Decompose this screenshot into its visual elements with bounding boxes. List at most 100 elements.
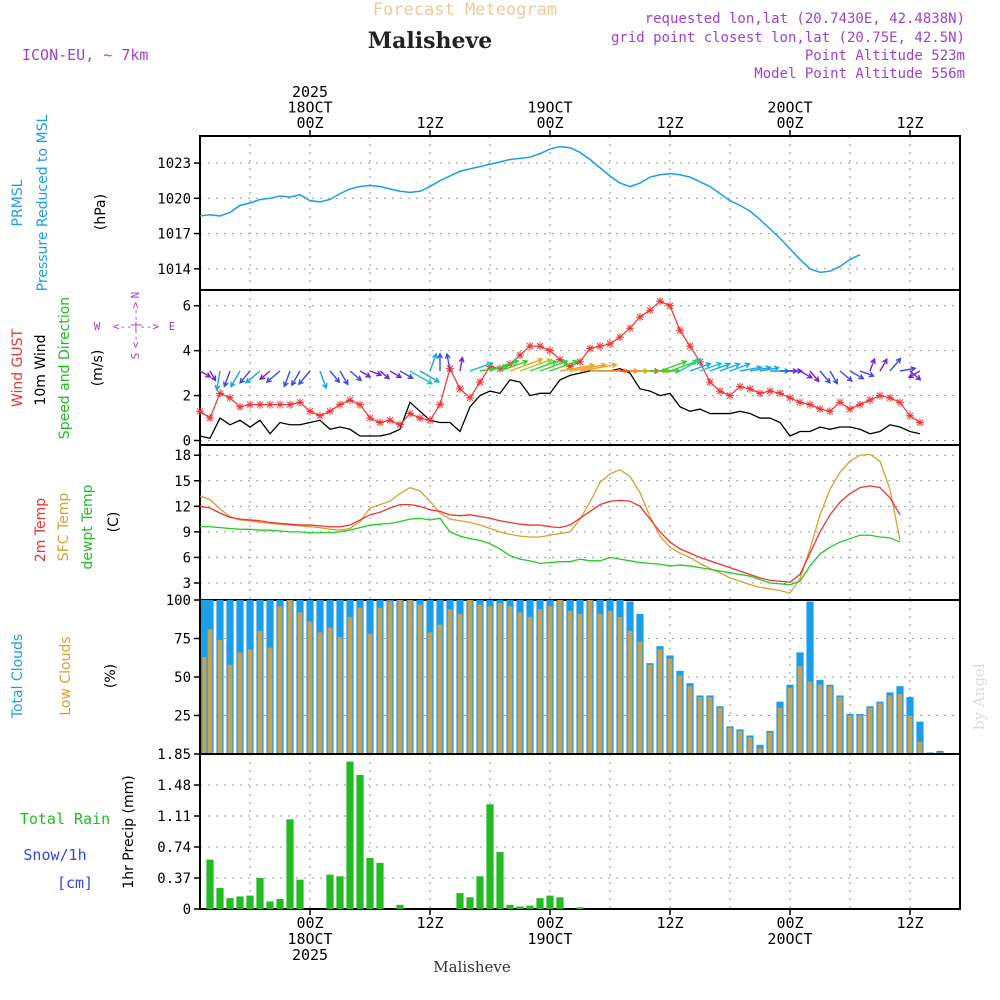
gust-marker: [216, 389, 224, 398]
low-cloud-bar: [317, 632, 323, 754]
gust-marker: [846, 405, 854, 414]
wind-direction-arrow: [379, 370, 391, 380]
low-cloud-bar: [337, 636, 343, 754]
gust-marker: [396, 420, 404, 429]
top-time-label: 00Z: [536, 114, 563, 132]
low-cloud-bar: [347, 616, 353, 754]
wind-direction-arrow: [222, 370, 231, 388]
gridpoint-coords: grid point closest lon,lat (20.75E, 42.5…: [611, 30, 965, 46]
temp-ytick-label: 9: [183, 525, 191, 541]
gust-marker: [606, 339, 614, 348]
model-altitude: Model Point Altitude 556m: [754, 66, 965, 82]
wind-direction-arrow: [209, 370, 217, 382]
low-cloud-bar: [297, 612, 303, 754]
gust-marker: [226, 393, 234, 402]
rain-bar: [216, 888, 224, 909]
rain-bar: [296, 879, 304, 909]
low-cloud-bar: [257, 630, 263, 754]
gust-marker: [676, 326, 684, 335]
wind-direction-arrow: [429, 352, 438, 372]
wind-speed-line: [199, 367, 921, 440]
low-cloud-bar: [277, 606, 283, 754]
rain-bar: [206, 859, 214, 909]
wind-direction-arrow: [889, 357, 902, 372]
low-cloud-bar: [667, 658, 673, 754]
low-cloud-bar: [287, 600, 293, 754]
gust-marker: [566, 362, 574, 371]
low-cloud-bar: [527, 616, 533, 754]
gust-marker: [736, 382, 744, 391]
gust-marker: [306, 407, 314, 416]
rain-bar: [366, 857, 374, 909]
wind-direction-arrow: [909, 370, 922, 381]
gust-marker: [376, 418, 384, 427]
low-cloud-bar: [827, 686, 833, 754]
low-cloud-bar: [207, 629, 213, 754]
gust-marker: [656, 297, 664, 306]
wind-direction-arrow: [549, 359, 579, 372]
low-cloud-bar: [397, 600, 403, 754]
pressure-frame: [199, 135, 961, 291]
wind-direction-arrow: [519, 358, 553, 372]
wind-direction-arrow: [339, 370, 349, 386]
top-time-label: 12Z: [656, 114, 683, 132]
ms-unit-label: (m/s): [90, 350, 106, 387]
celsius-unit-label: (C): [106, 512, 122, 533]
low-cloud-bar: [247, 649, 253, 754]
gust-marker: [796, 398, 804, 407]
wind-direction-arrow: [419, 370, 441, 383]
gust-marker: [706, 378, 714, 387]
low-cloud-bar: [917, 741, 923, 754]
wind-direction-arrow: [790, 367, 804, 375]
gust-marker: [896, 398, 904, 407]
low-cloud-bar: [377, 607, 383, 754]
low-cloud-bar: [497, 603, 503, 754]
wind-direction-arrow: [809, 370, 820, 383]
low-clouds-label: Low Clouds: [58, 636, 74, 715]
location-title: Malisheve: [368, 28, 492, 54]
gust-marker: [276, 400, 284, 409]
wind-direction-arrow: [539, 359, 569, 372]
precip-frame: [199, 753, 961, 910]
gust-marker: [456, 384, 464, 393]
rain-bar: [246, 895, 254, 909]
gust-marker: [386, 416, 394, 425]
rain-bar: [576, 907, 584, 909]
rain-bar: [556, 897, 564, 909]
precip-unit-label: 1hr Precip (mm): [121, 775, 137, 888]
wind-direction-arrow: [230, 370, 241, 388]
clouds-panel: 25 50 75 100: [166, 593, 961, 755]
rain-bar: [536, 898, 544, 909]
low-cloud-bar: [577, 613, 583, 754]
wind-direction-arrow: [907, 370, 921, 379]
product-title: Forecast Meteogram: [373, 0, 557, 20]
precip-side-labels: Total Rain Snow/1h [cm] 1hr Precip (mm): [20, 775, 137, 892]
pressure-ytick-label: 1017: [157, 227, 191, 243]
low-cloud-bar: [547, 606, 553, 754]
gust-marker: [876, 391, 884, 400]
low-cloud-bar: [727, 727, 733, 754]
gust-marker: [516, 351, 524, 360]
top-time-label: 12Z: [416, 114, 443, 132]
gust-marker: [346, 396, 354, 405]
dewpt-line: [200, 517, 901, 586]
low-cloud-bar: [687, 686, 693, 754]
wind-direction-arrow: [319, 370, 328, 390]
wind10m-label: 10m Wind: [33, 334, 49, 405]
low-cloud-bar: [477, 604, 483, 754]
temp-ytick-label: 18: [174, 448, 191, 464]
low-cloud-bar: [227, 664, 233, 754]
gust-marker: [696, 357, 704, 366]
t2m-line: [199, 485, 901, 583]
clouds-ytick-label: 25: [174, 709, 191, 725]
low-cloud-bar: [427, 632, 433, 754]
wind-direction-arrow: [659, 359, 688, 372]
gust-marker: [286, 400, 294, 409]
compass-east: E: [169, 320, 176, 333]
low-cloud-bar: [657, 649, 663, 754]
low-cloud-bar: [587, 600, 593, 754]
precip-ytick-label: 0.37: [157, 871, 191, 887]
bottom-time-label: 00Z: [776, 914, 803, 932]
prmsl-label: PRMSL: [10, 179, 26, 226]
gust-marker: [316, 411, 324, 420]
